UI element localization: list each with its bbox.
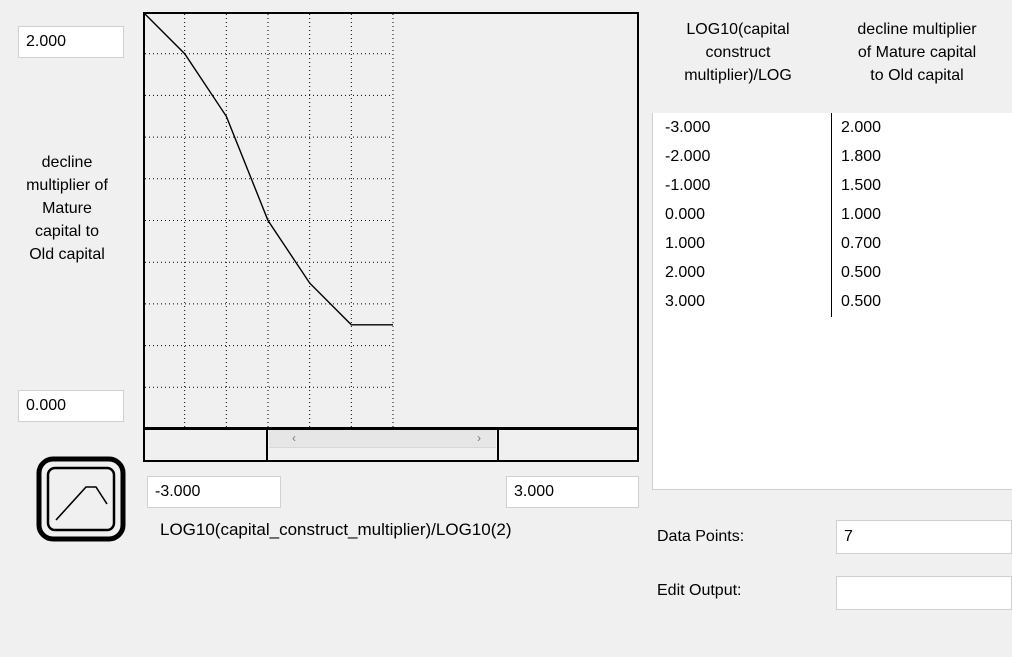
graph-curve[interactable] xyxy=(143,12,393,326)
y-max-field[interactable]: 2.000 xyxy=(18,26,124,58)
y-axis-label: decline multiplier of Mature capital to … xyxy=(6,151,128,266)
y-axis-label-line: decline xyxy=(41,154,93,171)
grid-horizontal xyxy=(145,53,393,388)
y-axis-label-line: multiplier of xyxy=(26,177,108,194)
x-min-field[interactable]: -3.000 xyxy=(147,476,281,508)
table-cell-x[interactable]: 2.000 xyxy=(665,264,706,281)
x-max-field[interactable]: 3.000 xyxy=(506,476,639,508)
x-scroll-divider xyxy=(266,430,268,460)
graph-panel[interactable] xyxy=(143,12,639,429)
horizontal-scrollbar[interactable]: ‹ › xyxy=(269,430,496,448)
data-table[interactable]: -3.000 2.000 -2.000 1.800 -1.000 1.500 0… xyxy=(652,113,1012,490)
x-scroll-frame: ‹ › xyxy=(143,428,639,462)
table-header-line: multiplier)/LOG xyxy=(684,67,792,84)
y-min-field[interactable]: 0.000 xyxy=(18,390,124,422)
table-cell-x[interactable]: 0.000 xyxy=(665,206,706,223)
table-column-separator xyxy=(831,113,832,317)
table-cell-x[interactable]: 3.000 xyxy=(665,293,706,310)
scroll-right-arrow-icon[interactable]: › xyxy=(477,431,481,445)
table-header-line: LOG10(capital xyxy=(686,21,790,38)
data-points-label: Data Points: xyxy=(657,528,745,545)
y-axis-label-line: Mature xyxy=(42,200,92,217)
table-header-y: decline multiplier of Mature capital to … xyxy=(822,18,1012,87)
edit-output-field[interactable] xyxy=(836,576,1012,610)
table-cell-x[interactable]: -1.000 xyxy=(665,177,711,194)
data-points-field[interactable]: 7 xyxy=(836,520,1012,554)
table-cell-y[interactable]: 0.700 xyxy=(841,235,882,252)
table-header-line: to Old capital xyxy=(870,67,964,84)
table-cell-y[interactable]: 2.000 xyxy=(841,119,882,136)
table-cell-y[interactable]: 1.500 xyxy=(841,177,882,194)
table-header-line: decline multiplier xyxy=(857,21,977,38)
y-axis-label-line: capital to xyxy=(34,223,100,240)
table-cell-y[interactable]: 0.500 xyxy=(841,264,882,281)
table-header-line: of Mature capital xyxy=(857,44,977,61)
y-axis-label-line: Old capital xyxy=(29,246,105,263)
curve-shape-icon xyxy=(36,456,126,542)
grid-vertical xyxy=(184,14,394,427)
scroll-left-arrow-icon[interactable]: ‹ xyxy=(292,431,296,445)
table-cell-x[interactable]: 1.000 xyxy=(665,235,706,252)
x-axis-label: LOG10(capital_construct_multiplier)/LOG1… xyxy=(160,520,512,539)
table-header-x: LOG10(capital construct multiplier)/LOG xyxy=(654,18,822,87)
x-scroll-divider xyxy=(497,430,499,460)
table-cell-x[interactable]: -3.000 xyxy=(665,119,711,136)
table-header-line: construct xyxy=(705,44,771,61)
table-cell-y[interactable]: 1.800 xyxy=(841,148,882,165)
table-cell-y[interactable]: 0.500 xyxy=(841,293,882,310)
table-cell-y[interactable]: 1.000 xyxy=(841,206,882,223)
table-cell-x[interactable]: -2.000 xyxy=(665,148,711,165)
curve-shape-button[interactable] xyxy=(36,456,126,542)
graph-canvas[interactable] xyxy=(143,12,639,429)
edit-output-label: Edit Output: xyxy=(657,582,742,599)
